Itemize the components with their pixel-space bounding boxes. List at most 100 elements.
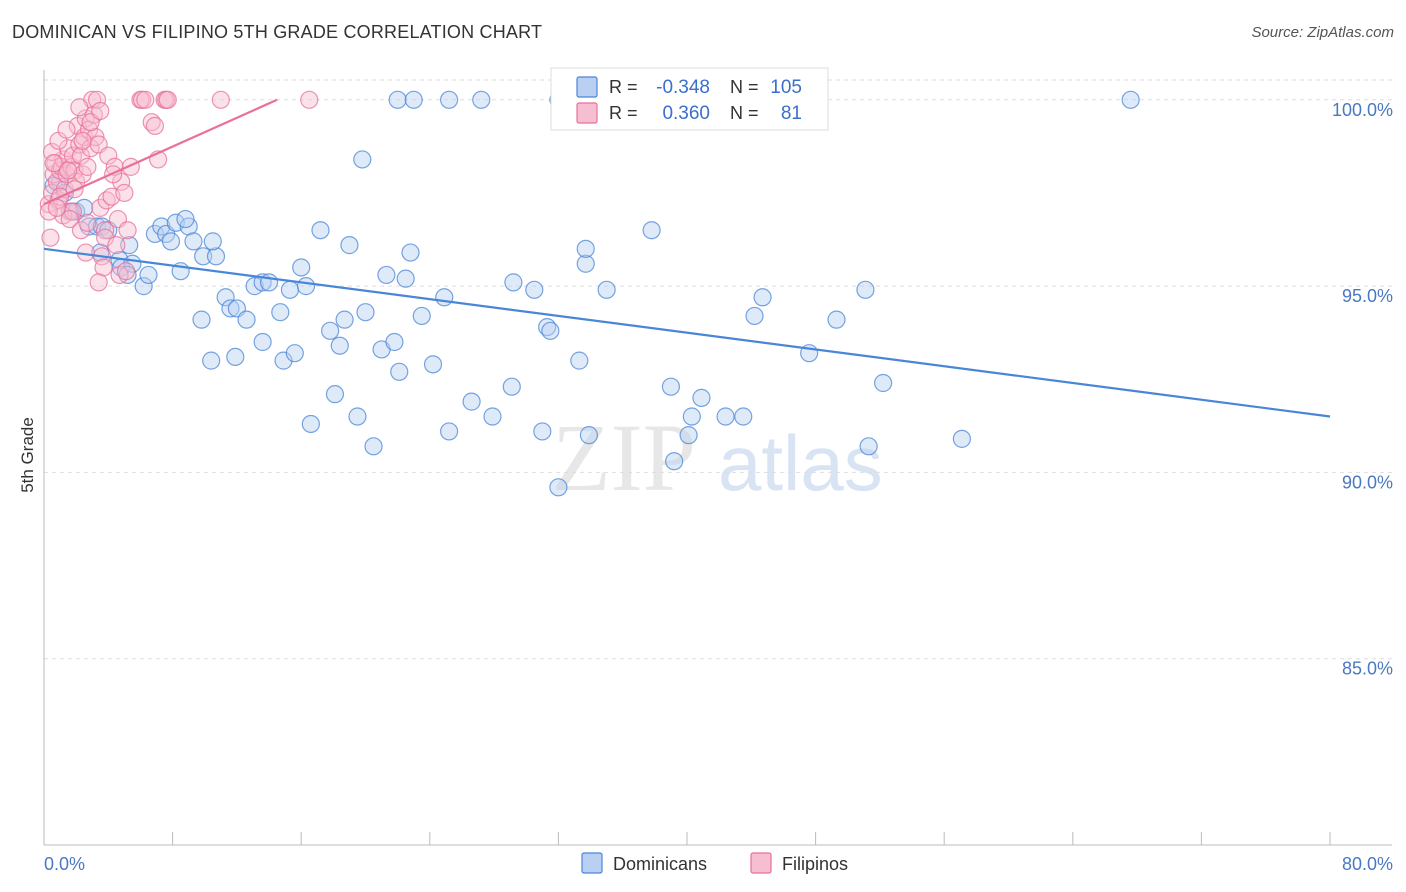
axes: 85.0% 90.0% 95.0% 100.0% 0.0% 80.0% — [43, 70, 1393, 874]
x-tick-label: 80.0% — [1342, 854, 1393, 874]
point-dominicans — [435, 288, 454, 307]
legend-n-label-filipinos: N = — [730, 103, 759, 123]
y-axis-label: 5th Grade — [18, 417, 37, 493]
point-dominicans — [296, 277, 316, 296]
point-filipinos — [99, 146, 118, 165]
point-dominicans — [859, 437, 878, 456]
point-dominicans — [280, 280, 300, 299]
point-dominicans — [388, 90, 407, 109]
point-filipinos — [78, 157, 97, 176]
point-dominicans — [184, 232, 203, 251]
point-dominicans — [856, 280, 875, 299]
point-filipinos — [57, 120, 76, 139]
trend-lines — [43, 98, 1331, 418]
point-dominicans — [285, 344, 304, 363]
point-dominicans — [549, 478, 568, 497]
point-dominicans — [216, 288, 235, 307]
watermark-atlas: atlas — [718, 419, 883, 507]
point-dominicans — [576, 254, 595, 273]
point-dominicans — [120, 236, 139, 255]
legend-r-value-dominicans: -0.348 — [656, 77, 710, 98]
legend-n-label-dominicans: N = — [730, 77, 759, 97]
point-filipinos — [87, 90, 107, 109]
point-dominicans — [642, 221, 661, 240]
point-filipinos — [71, 146, 91, 165]
point-dominicans — [753, 288, 772, 307]
point-filipinos — [118, 221, 137, 240]
point-filipinos — [73, 131, 92, 150]
point-dominicans — [423, 355, 443, 374]
x-tick-label: 0.0% — [44, 854, 85, 874]
point-dominicans — [221, 299, 240, 318]
stats-legend: R = -0.348 N = 105 R = 0.360 N = 81 — [550, 67, 829, 131]
point-filipinos — [59, 161, 78, 180]
point-dominicans — [176, 209, 195, 229]
legend-swatch-dominicans — [576, 76, 598, 98]
point-filipinos — [65, 180, 84, 199]
point-dominicans — [1121, 90, 1140, 109]
point-dominicans — [483, 407, 502, 426]
point-dominicans — [348, 407, 367, 426]
point-filipinos — [136, 90, 155, 109]
point-dominicans — [203, 232, 222, 251]
point-dominicans — [745, 306, 764, 326]
point-dominicans — [665, 452, 684, 471]
point-dominicans — [462, 392, 481, 411]
point-dominicans — [194, 247, 213, 266]
y-tick-label: 90.0% — [1342, 472, 1393, 492]
point-dominicans — [325, 385, 345, 404]
point-dominicans — [321, 321, 340, 340]
point-dominicans — [525, 280, 544, 299]
point-dominicans — [597, 280, 616, 299]
point-dominicans — [385, 332, 404, 352]
point-dominicans — [330, 336, 349, 355]
point-filipinos — [41, 228, 60, 247]
point-dominicans — [301, 414, 320, 434]
watermark-zip: ZIP — [552, 404, 696, 511]
point-dominicans — [226, 347, 245, 366]
point-dominicans — [237, 310, 256, 329]
point-dominicans — [292, 258, 311, 277]
point-dominicans — [271, 303, 290, 322]
point-dominicans — [734, 407, 753, 426]
point-dominicans — [827, 310, 846, 329]
point-dominicans — [412, 306, 431, 326]
y-tick-label: 85.0% — [1342, 659, 1393, 679]
point-filipinos — [211, 90, 230, 109]
point-dominicans — [353, 150, 372, 169]
point-filipinos — [107, 236, 126, 255]
point-dominicans — [472, 90, 491, 109]
source-credit: Source: ZipAtlas.com — [1251, 24, 1394, 41]
point-dominicans — [396, 269, 415, 288]
point-dominicans — [404, 90, 423, 109]
point-dominicans — [661, 377, 681, 396]
data-points — [39, 90, 1140, 497]
series-legend: Dominicans Filipinos — [581, 852, 848, 874]
point-dominicans — [340, 236, 359, 255]
point-filipinos — [300, 90, 319, 109]
point-dominicans — [874, 373, 893, 393]
point-filipinos — [44, 154, 63, 173]
point-dominicans — [75, 198, 94, 217]
y-tick-label: 100.0% — [1332, 100, 1393, 120]
point-filipinos — [145, 116, 165, 135]
series-legend-swatch-filipinos — [750, 852, 772, 874]
point-dominicans — [161, 232, 181, 251]
legend-r-label-dominicans: R = — [609, 77, 638, 97]
y-tick-label: 95.0% — [1342, 286, 1393, 306]
point-dominicans — [533, 422, 552, 441]
point-filipinos — [158, 90, 177, 109]
y-axis-label-group: 5th Grade — [18, 417, 37, 493]
point-filipinos — [91, 101, 110, 121]
legend-n-value-filipinos: 81 — [781, 103, 802, 124]
point-dominicans — [364, 437, 383, 456]
point-dominicans — [439, 90, 459, 109]
point-filipinos — [60, 209, 79, 229]
gridlines — [44, 79, 1392, 660]
legend-r-label-filipinos: R = — [609, 103, 638, 123]
point-dominicans — [679, 426, 698, 445]
point-filipinos — [70, 98, 89, 117]
point-dominicans — [504, 273, 523, 292]
point-dominicans — [541, 321, 560, 340]
